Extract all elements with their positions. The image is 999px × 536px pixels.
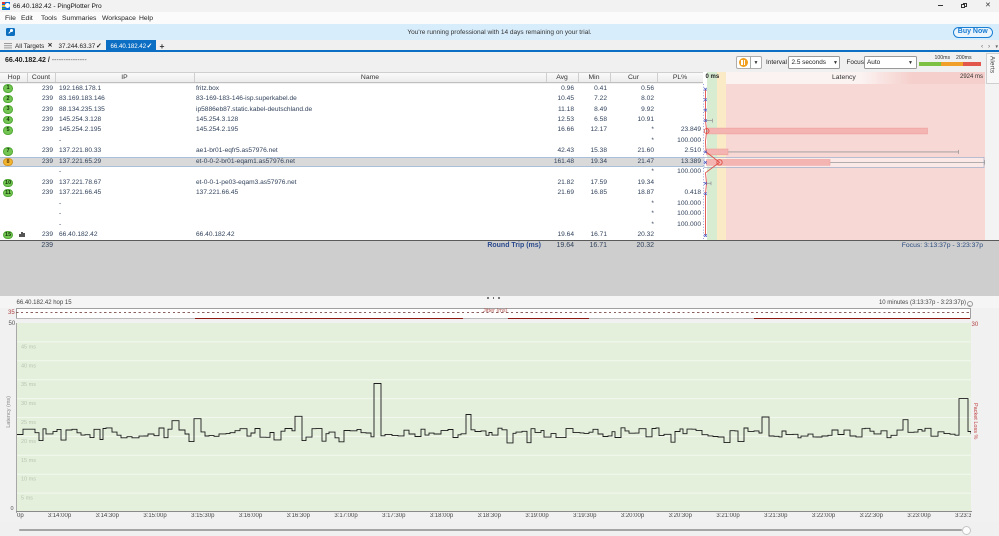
svg-text:30 ms: 30 ms	[21, 401, 36, 407]
svg-text:25 ms: 25 ms	[21, 420, 36, 426]
svg-text:10 ms: 10 ms	[21, 477, 36, 483]
svg-text:5 ms: 5 ms	[21, 496, 33, 502]
svg-text:15 ms: 15 ms	[21, 458, 36, 464]
svg-text:35 ms: 35 ms	[21, 382, 36, 388]
svg-text:40 ms: 40 ms	[21, 363, 36, 369]
svg-text:45 ms: 45 ms	[21, 344, 36, 350]
svg-text:20 ms: 20 ms	[21, 439, 36, 445]
